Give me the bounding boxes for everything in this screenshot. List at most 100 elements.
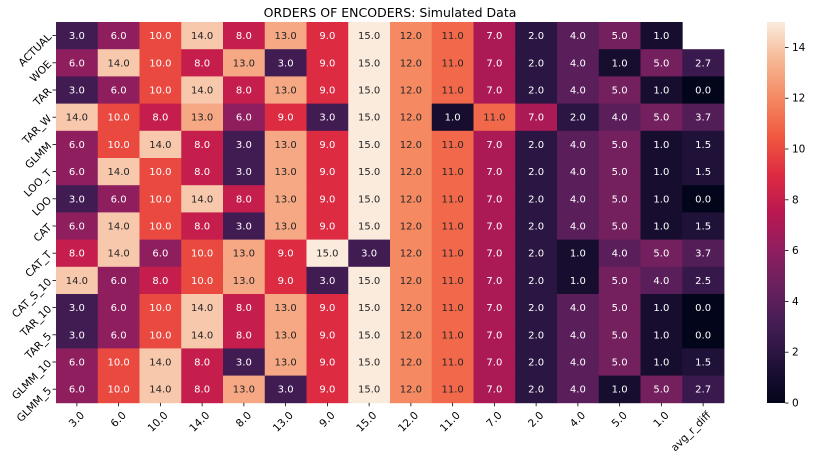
cell-value-label: 3.0	[69, 86, 85, 97]
cell-value-label: 3.0	[361, 249, 377, 260]
heatmap-cell	[390, 49, 433, 77]
cell-value-label: 13.0	[274, 330, 296, 341]
cell-value-label: 0.0	[695, 303, 711, 314]
heatmap-cell	[181, 22, 224, 50]
heatmap-cell	[97, 375, 140, 404]
heatmap-cell	[97, 239, 140, 268]
cell-value-label: 15.0	[358, 86, 380, 97]
heatmap-cell	[139, 266, 182, 295]
cell-value-label: 12.0	[400, 385, 422, 396]
heatmap-cell	[139, 185, 182, 213]
heatmap-cell	[557, 294, 600, 322]
cell-value-label: 2.0	[528, 86, 544, 97]
cell-value-label: 10.0	[149, 194, 171, 205]
heatmap-cell	[390, 185, 433, 213]
cell-value-label: 13.0	[274, 303, 296, 314]
heatmap-cell	[598, 158, 641, 186]
cell-value-label: 15.0	[358, 113, 380, 124]
cell-value-label: 11.0	[441, 276, 463, 287]
heatmap-cell	[264, 212, 307, 240]
cell-value-label: 3.0	[278, 385, 294, 396]
cell-value-label: 10.0	[149, 303, 171, 314]
cell-value-label: 7.0	[486, 194, 502, 205]
cell-value-label: 5.0	[653, 113, 669, 124]
cell-value-label: 4.0	[612, 113, 628, 124]
heatmap-cell	[473, 212, 516, 240]
row-label: WOE	[28, 59, 54, 85]
cell-value-label: 2.0	[528, 58, 544, 69]
cell-value-label: 13.0	[274, 194, 296, 205]
heatmap-cell	[56, 266, 99, 295]
heatmap-cell	[139, 348, 182, 376]
heatmap-cell	[598, 103, 641, 132]
cell-value-label: 8.0	[194, 222, 210, 233]
cell-value-label: 15.0	[358, 194, 380, 205]
heatmap-cell	[640, 185, 683, 213]
cell-value-label: 13.0	[274, 222, 296, 233]
cell-value-label: 3.0	[69, 303, 85, 314]
cell-value-label: 12.0	[400, 249, 422, 260]
heatmap-cell	[139, 294, 182, 322]
heatmap-cell	[306, 294, 349, 322]
cell-value-label: 1.0	[653, 358, 669, 369]
heatmap-cell	[390, 22, 433, 50]
cell-value-label: 4.0	[570, 140, 586, 151]
cell-value-label: 7.0	[486, 31, 502, 42]
column-label: 15.0	[354, 410, 379, 435]
heatmap-cell	[181, 49, 224, 77]
cell-value-label: 15.0	[358, 222, 380, 233]
cell-value-label: 5.0	[653, 58, 669, 69]
cell-value-label: 7.0	[486, 303, 502, 314]
heatmap-cell	[306, 321, 349, 349]
cell-value-label: 5.0	[653, 385, 669, 396]
column-label: 6.0	[109, 410, 129, 430]
heatmap-cell	[264, 130, 307, 159]
heatmap-cell	[431, 158, 474, 186]
heatmap-cell	[181, 239, 224, 268]
colorbar-tick-label: 6	[792, 245, 799, 257]
heatmap-cell	[181, 321, 224, 349]
cell-value-label: 10.0	[149, 167, 171, 178]
heatmap-cell	[557, 76, 600, 104]
heatmap-cell	[557, 130, 600, 159]
heatmap-cell	[473, 158, 516, 186]
cell-value-label: 5.0	[612, 86, 628, 97]
heatmap-cell	[431, 130, 474, 159]
cell-value-label: 12.0	[400, 58, 422, 69]
heatmap-cell	[97, 348, 140, 376]
heatmap-cell	[598, 49, 641, 77]
cell-value-label: 11.0	[441, 58, 463, 69]
cell-value-label: 13.0	[274, 86, 296, 97]
heatmap-cell	[97, 158, 140, 186]
heatmap-cell	[139, 22, 182, 50]
heatmap-cell	[682, 375, 725, 404]
heatmap-cell	[56, 239, 99, 268]
cell-value-label: 11.0	[441, 303, 463, 314]
cell-value-label: 13.0	[274, 140, 296, 151]
cell-value-label: 5.0	[612, 222, 628, 233]
heatmap-cell	[557, 49, 600, 77]
heatmap-cell	[682, 239, 725, 268]
heatmap-cell	[139, 130, 182, 159]
cell-value-label: 11.0	[441, 86, 463, 97]
heatmap-cell	[306, 375, 349, 404]
heatmap-cell	[139, 375, 182, 404]
cell-value-label: 11.0	[441, 385, 463, 396]
heatmap-cell	[56, 294, 99, 322]
cell-value-label: 2.0	[528, 330, 544, 341]
cell-value-label: 6.0	[69, 140, 85, 151]
heatmap-cell	[515, 321, 558, 349]
heatmap-cell	[682, 76, 725, 104]
heatmap-cell	[97, 49, 140, 77]
cell-value-label: 8.0	[194, 58, 210, 69]
colorbar-tick-label: 14	[792, 42, 806, 54]
heatmap-cell	[431, 348, 474, 376]
cell-value-label: 4.0	[570, 222, 586, 233]
heatmap-cells: 3.0 6.0 10.0 14.0 8.0 13.0 9.0 15.0 12.0 11.0 7.0 2…	[56, 22, 725, 404]
heatmap-cell	[264, 76, 307, 104]
cell-value-label: 7.0	[486, 86, 502, 97]
heatmap-cell	[348, 294, 391, 322]
row-label: LOO_T	[22, 167, 55, 200]
cell-value-label: 14.0	[107, 58, 129, 69]
